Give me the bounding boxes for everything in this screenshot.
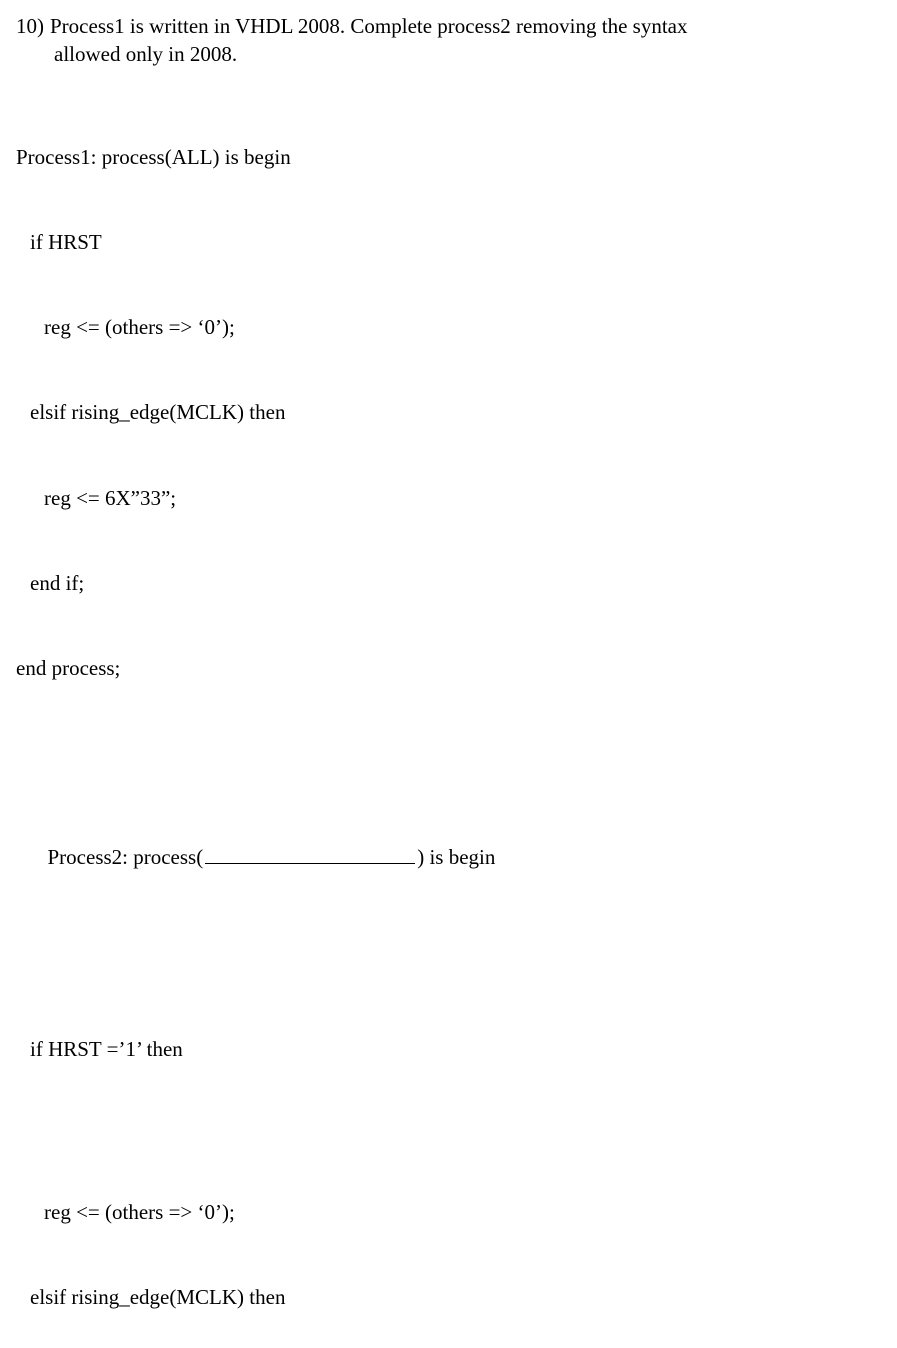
spacer bbox=[16, 956, 881, 978]
process1-reg-reset: reg <= (others => ‘0’); bbox=[16, 313, 881, 341]
sensitivity-list-blank[interactable] bbox=[205, 842, 415, 864]
process1-header: Process1: process(ALL) is begin bbox=[16, 143, 881, 171]
process1-if: if HRST bbox=[16, 228, 881, 256]
question-text-line2: allowed only in 2008. bbox=[16, 40, 881, 68]
process1-elsif: elsif rising_edge(MCLK) then bbox=[16, 398, 881, 426]
question-text-line1: Process1 is written in VHDL 2008. Comple… bbox=[50, 12, 688, 40]
process1-endprocess: end process; bbox=[16, 654, 881, 682]
question-number: 10) bbox=[16, 12, 50, 40]
process2-header: Process2: process( ) is begin bbox=[16, 813, 881, 899]
process1-block: Process1: process(ALL) is begin if HRST … bbox=[16, 87, 881, 739]
process2-header-post: ) is begin bbox=[417, 845, 495, 869]
process2-if: if HRST =’1’ then bbox=[16, 1035, 881, 1063]
process2-elsif: elsif rising_edge(MCLK) then bbox=[16, 1283, 881, 1311]
process2-block: Process2: process( ) is begin if HRST =’1… bbox=[16, 757, 881, 1348]
process2-reg-reset: reg <= (others => ‘0’); bbox=[16, 1198, 881, 1226]
question-line-1: 10) Process1 is written in VHDL 2008. Co… bbox=[16, 12, 881, 40]
document-page: 10) Process1 is written in VHDL 2008. Co… bbox=[0, 0, 897, 1348]
process1-reg-assign: reg <= 6X”33”; bbox=[16, 484, 881, 512]
spacer bbox=[16, 1120, 881, 1142]
process2-header-pre: Process2: process( bbox=[48, 845, 204, 869]
process1-endif: end if; bbox=[16, 569, 881, 597]
